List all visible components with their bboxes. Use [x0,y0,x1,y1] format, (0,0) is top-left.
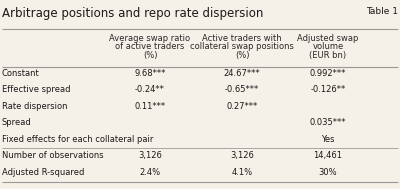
Text: Active traders with: Active traders with [202,34,282,43]
Text: (%): (%) [143,51,157,60]
Text: 14,461: 14,461 [314,151,342,160]
Text: -0.65***: -0.65*** [225,85,259,94]
Text: 0.11***: 0.11*** [134,102,166,111]
Text: Effective spread: Effective spread [2,85,70,94]
Text: 0.992***: 0.992*** [310,69,346,78]
Text: 30%: 30% [319,168,337,177]
Text: 3,126: 3,126 [230,151,254,160]
Text: Arbitrage positions and repo rate dispersion: Arbitrage positions and repo rate disper… [2,7,263,20]
Text: (%): (%) [235,51,249,60]
Text: 0.035***: 0.035*** [310,118,346,127]
Text: Adjusted swap: Adjusted swap [297,34,359,43]
Text: 2.4%: 2.4% [140,168,160,177]
Text: 4.1%: 4.1% [232,168,252,177]
Text: Number of observations: Number of observations [2,151,104,160]
Text: (EUR bn): (EUR bn) [310,51,346,60]
Text: 9.68***: 9.68*** [134,69,166,78]
Text: volume: volume [312,42,344,51]
Text: 24.67***: 24.67*** [224,69,260,78]
Text: 3,126: 3,126 [138,151,162,160]
Text: Yes: Yes [321,135,335,144]
Text: Spread: Spread [2,118,32,127]
Text: Constant: Constant [2,69,40,78]
Text: -0.24**: -0.24** [135,85,165,94]
Text: Adjusted R-squared: Adjusted R-squared [2,168,84,177]
Text: of active traders: of active traders [115,42,185,51]
Text: Fixed effects for each collateral pair: Fixed effects for each collateral pair [2,135,153,144]
Text: Rate dispersion: Rate dispersion [2,102,68,111]
Text: -0.126**: -0.126** [310,85,346,94]
Text: Table 1: Table 1 [366,7,398,16]
Text: collateral swap positions: collateral swap positions [190,42,294,51]
Text: Average swap ratio: Average swap ratio [110,34,190,43]
Text: 0.27***: 0.27*** [226,102,258,111]
